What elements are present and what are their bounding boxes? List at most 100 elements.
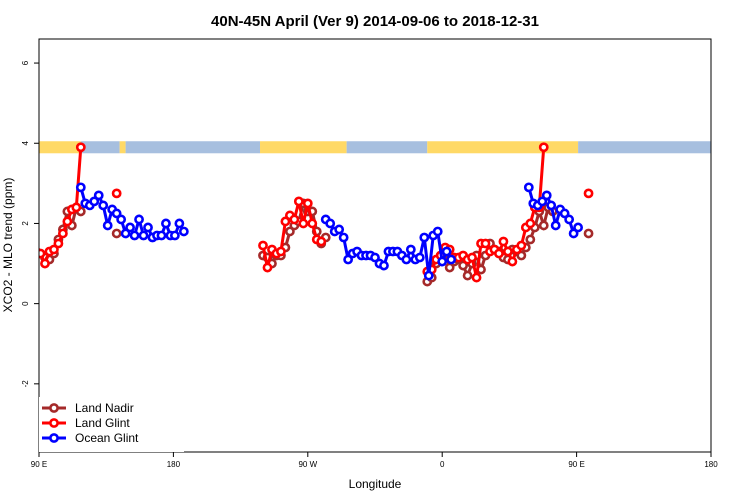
data-point-ocean-glint <box>423 270 434 281</box>
data-point-ocean-glint <box>370 252 380 263</box>
data-point-land-nadir <box>583 228 594 239</box>
data-point-land-glint <box>276 246 286 257</box>
x-tick-label: 180 <box>704 460 718 469</box>
band-segment-land <box>427 141 579 154</box>
x-axis: 90 E 180 90 W 0 90 E 180 <box>31 452 718 469</box>
data-point-land-glint <box>494 248 504 259</box>
data-point-ocean-glint <box>138 230 149 241</box>
data-point-ocean-glint <box>98 200 109 211</box>
band-segment-land <box>260 141 347 154</box>
data-point-land-nadir <box>458 260 469 271</box>
data-point-land-glint <box>307 218 318 229</box>
data-point-ocean-glint <box>446 254 457 265</box>
data-point-ocean-glint <box>120 228 131 239</box>
data-point-ocean-glint <box>134 214 144 225</box>
data-point-ocean-glint <box>559 208 570 219</box>
data-point-land-glint <box>525 218 536 229</box>
band-segment-ocean <box>80 141 120 154</box>
data-point-land-glint <box>49 244 59 255</box>
data-point-ocean-glint <box>414 252 425 263</box>
data-point-ocean-glint <box>102 220 113 231</box>
band-segment-ocean <box>125 141 261 154</box>
data-point-land-glint <box>57 228 68 239</box>
x-tick-label: 90 E <box>568 460 584 469</box>
x-tick-label: 90 E <box>31 460 47 469</box>
data-point-land-glint <box>75 142 86 153</box>
legend-item-land-glint: Land Glint <box>42 416 130 430</box>
legend-swatch-marker <box>49 403 59 413</box>
data-point-ocean-glint <box>129 230 140 241</box>
surface-band <box>39 141 711 154</box>
series-ocean-glint <box>75 182 583 281</box>
data-point-ocean-glint <box>419 232 430 243</box>
legend-label: Ocean Glint <box>75 431 139 445</box>
data-point-land-glint <box>298 218 309 229</box>
data-point-ocean-glint <box>143 222 153 233</box>
data-point-ocean-glint <box>343 254 354 265</box>
data-point-land-glint <box>111 188 122 199</box>
data-point-ocean-glint <box>174 218 185 229</box>
data-point-ocean-glint <box>116 214 127 225</box>
y-tick-label: 4 <box>21 140 30 145</box>
data-point-ocean-glint <box>111 208 122 219</box>
band-segment-ocean <box>346 141 428 154</box>
data-point-ocean-glint <box>334 224 345 235</box>
band-segment-land <box>119 141 126 154</box>
legend-item-ocean-glint: Ocean Glint <box>42 431 139 445</box>
data-point-land-glint <box>471 272 482 283</box>
data-point-ocean-glint <box>437 256 448 267</box>
band-segment-ocean <box>578 141 711 154</box>
data-point-land-glint <box>480 238 491 249</box>
data-point-ocean-glint <box>541 190 552 201</box>
data-point-ocean-glint <box>568 228 579 239</box>
data-point-land-nadir <box>284 226 295 237</box>
data-point-land-glint <box>538 142 549 153</box>
data-point-land-glint <box>53 238 64 249</box>
data-point-land-glint <box>583 188 594 199</box>
y-axis: -2 0 2 4 6 <box>21 60 39 387</box>
y-axis-label: XCO2 - MLO trend (ppm) <box>1 178 15 313</box>
data-point-ocean-glint <box>523 182 534 193</box>
data-point-land-glint <box>262 262 273 273</box>
x-axis-label: Longitude <box>349 477 402 491</box>
legend-swatch-marker <box>49 418 59 428</box>
data-point-ocean-glint <box>432 226 443 237</box>
x-tick-label: 90 W <box>298 460 317 469</box>
y-tick-label: 0 <box>21 301 30 306</box>
data-point-land-glint <box>498 236 509 247</box>
y-tick-label: -2 <box>21 380 30 388</box>
data-point-land-glint <box>302 198 313 209</box>
data-point-ocean-glint <box>93 190 104 201</box>
data-point-ocean-glint <box>89 196 100 207</box>
data-point-land-glint <box>71 202 82 213</box>
data-point-ocean-glint <box>156 230 167 241</box>
data-point-ocean-glint <box>405 244 416 255</box>
data-point-ocean-glint <box>338 232 349 243</box>
data-point-land-glint <box>293 196 304 207</box>
data-point-land-nadir <box>525 234 536 245</box>
data-point-land-nadir <box>538 220 549 231</box>
x-tick-label: 0 <box>440 460 445 469</box>
data-point-ocean-glint <box>379 260 389 271</box>
data-point-land-glint <box>467 252 477 263</box>
y-tick-label: 6 <box>21 60 30 65</box>
data-point-ocean-glint <box>550 220 561 231</box>
data-point-ocean-glint <box>537 196 548 207</box>
data-point-ocean-glint <box>169 230 180 241</box>
data-point-ocean-glint <box>161 218 171 229</box>
data-point-land-nadir <box>462 270 473 281</box>
data-point-ocean-glint <box>75 182 86 193</box>
data-point-land-glint <box>280 216 291 227</box>
series-layer <box>39 142 594 287</box>
data-point-land-glint <box>516 240 527 251</box>
plot-frame <box>38 38 712 453</box>
data-point-ocean-glint <box>325 218 336 229</box>
data-point-land-glint <box>62 216 73 227</box>
data-point-land-glint <box>503 246 513 257</box>
data-point-land-glint <box>316 236 327 247</box>
legend-swatch-marker <box>49 433 59 443</box>
data-point-land-glint <box>507 256 518 267</box>
legend-item-land-nadir: Land Nadir <box>42 401 134 415</box>
